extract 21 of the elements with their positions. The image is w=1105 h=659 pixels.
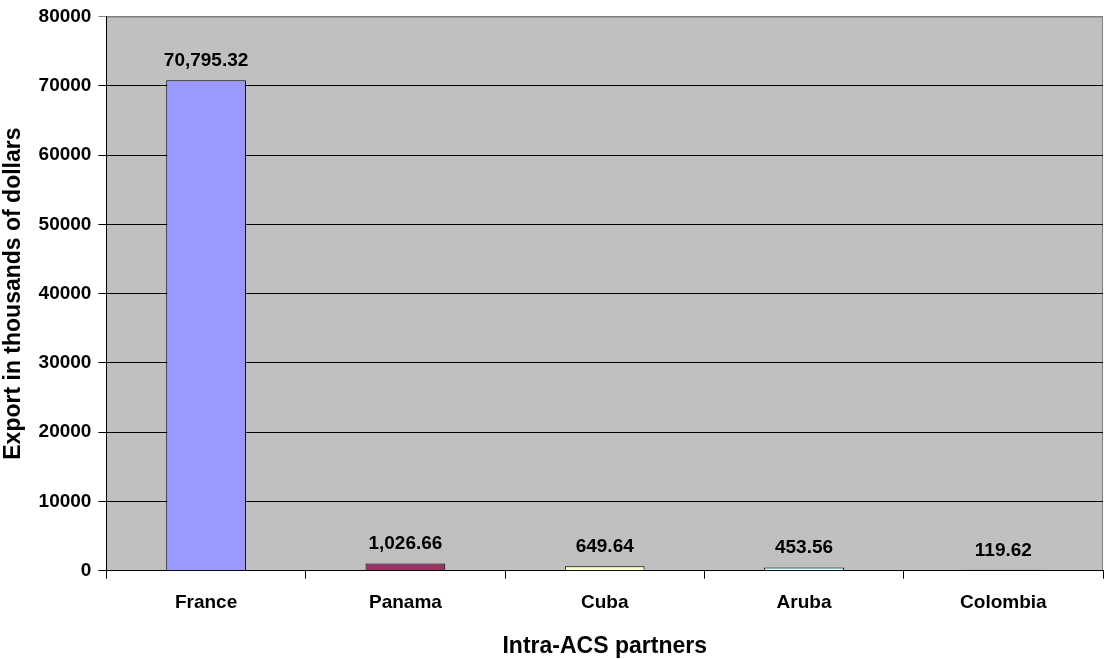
y-tick-label: 60000 [38,143,92,165]
y-tick-label: 40000 [38,281,92,303]
y-tick-label: 30000 [38,351,92,373]
y-tick-label: 0 [80,558,92,580]
x-tick-label: France [174,591,238,613]
x-tick-label: Colombia [960,591,1048,613]
y-axis-title: Export in thousands of dollars [0,127,26,460]
data-label: 649.64 [575,534,635,556]
y-tick-label: 50000 [38,212,92,234]
data-label: 453.56 [774,536,834,558]
y-tick-label: 20000 [38,420,92,442]
y-tick-label: 80000 [38,4,92,26]
data-label: 119.62 [974,538,1032,560]
data-label: 70,795.32 [163,49,249,70]
x-tick-label: Panama [368,591,443,613]
data-label: 1,026.66 [368,532,443,554]
y-tick-label: 10000 [38,489,92,511]
x-tick-label: Aruba [776,591,832,613]
y-tick-label: 70000 [38,74,92,96]
x-tick-label: Cuba [580,591,629,613]
x-axis-title: Intra-ACS partners [502,631,707,658]
